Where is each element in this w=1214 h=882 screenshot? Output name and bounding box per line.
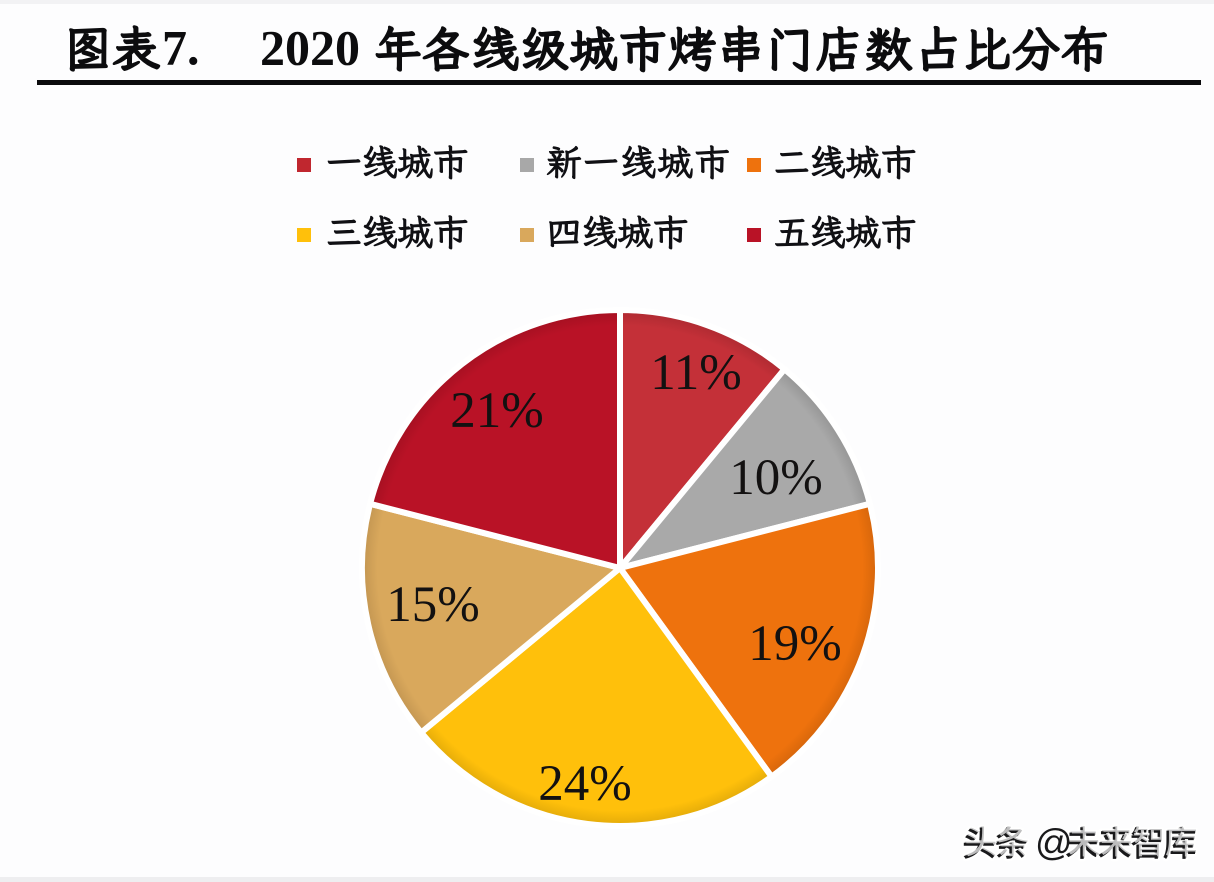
svg-text:15%: 15% [386,577,479,633]
svg-text:7.: 7. [162,20,200,76]
svg-text:24%: 24% [538,756,631,812]
svg-text:2020: 2020 [260,20,360,76]
svg-text:@: @ [1035,822,1073,863]
svg-text:10%: 10% [729,450,822,506]
svg-text:11%: 11% [650,345,742,401]
svg-text:19%: 19% [748,616,841,672]
svg-text:21%: 21% [450,383,543,439]
